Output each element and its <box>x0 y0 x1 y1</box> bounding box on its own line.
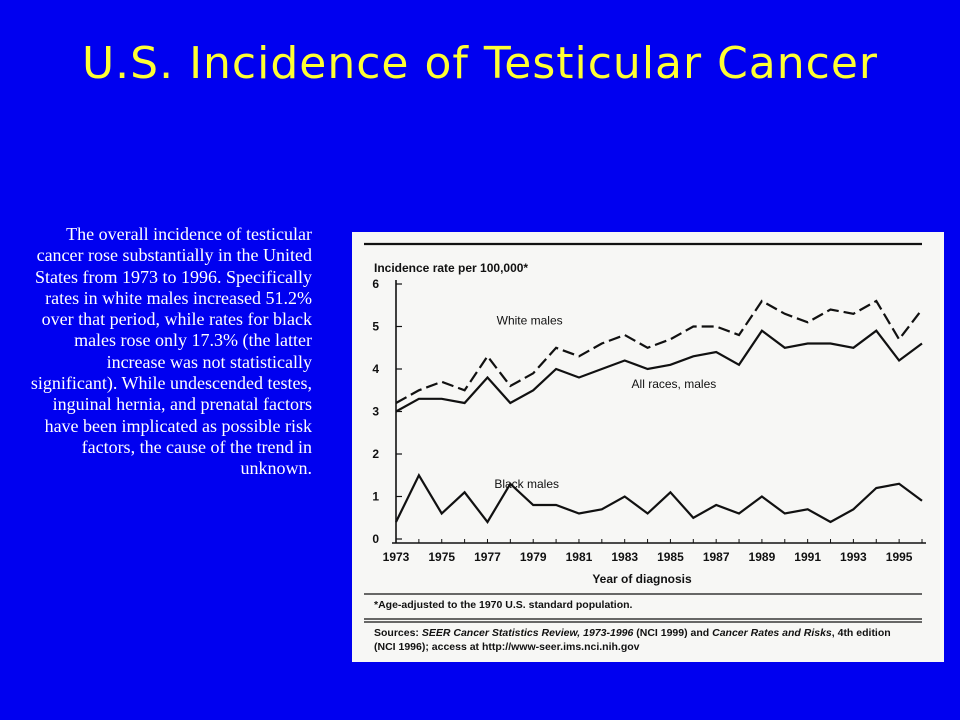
line-chart: Incidence rate per 100,000* Year of diag… <box>364 242 926 653</box>
x-tick-label: 1989 <box>749 550 776 564</box>
source-suffix: , 4th edition <box>832 627 891 639</box>
x-tick-label: 1987 <box>703 550 730 564</box>
source-mid: (NCI 1999) and <box>633 627 712 639</box>
y-tick-label: 1 <box>372 490 379 504</box>
y-tick-label: 5 <box>372 320 379 334</box>
series-line-1 <box>395 329 923 413</box>
chart-figure: Incidence rate per 100,000* Year of diag… <box>352 232 944 662</box>
y-tick-label: 0 <box>372 532 379 546</box>
x-tick-label: 1991 <box>794 550 821 564</box>
y-tick-label: 2 <box>372 447 379 461</box>
series-layer: White males All races, males Black males <box>395 299 923 524</box>
source-prefix: Sources: <box>374 627 422 639</box>
series-line-0 <box>395 299 923 404</box>
series-label-1: All races, males <box>632 377 717 391</box>
series-line-2 <box>395 472 923 524</box>
y-tick-label: 6 <box>372 277 379 291</box>
x-tick-label: 1993 <box>840 550 867 564</box>
chart-footnote: *Age-adjusted to the 1970 U.S. standard … <box>374 599 633 611</box>
series-label-2: Black males <box>494 477 559 491</box>
y-axis-label: Incidence rate per 100,000* <box>374 261 528 275</box>
x-tick-label: 1985 <box>657 550 684 564</box>
axes: 0 1 2 3 4 5 6 1973 1975 1977 1979 1981 1983 1985 1987 1… <box>372 277 926 564</box>
x-tick-label: 1995 <box>886 550 913 564</box>
series-label-0: White males <box>497 313 563 327</box>
x-tick-label: 1981 <box>566 550 593 564</box>
slide-title: U.S. Incidence of Testicular Cancer <box>81 38 879 89</box>
x-tick-label: 1979 <box>520 550 547 564</box>
x-tick-label: 1977 <box>474 550 501 564</box>
x-tick-label: 1983 <box>611 550 638 564</box>
source-ref-1: SEER Cancer Statistics Review, 1973-1996 <box>422 627 634 639</box>
x-axis-label: Year of diagnosis <box>592 572 692 586</box>
y-tick-label: 3 <box>372 405 379 419</box>
chart-source-line-1: Sources: SEER Cancer Statistics Review, … <box>374 627 891 639</box>
y-tick-label: 4 <box>372 362 379 376</box>
source-ref-2: Cancer Rates and Risks <box>712 627 832 639</box>
slide-body-text: The overall incidence of testicular canc… <box>30 224 312 479</box>
x-tick-label: 1975 <box>428 550 455 564</box>
x-tick-label: 1973 <box>383 550 410 564</box>
chart-source-line-2: (NCI 1996); access at http://www-seer.im… <box>374 641 640 653</box>
